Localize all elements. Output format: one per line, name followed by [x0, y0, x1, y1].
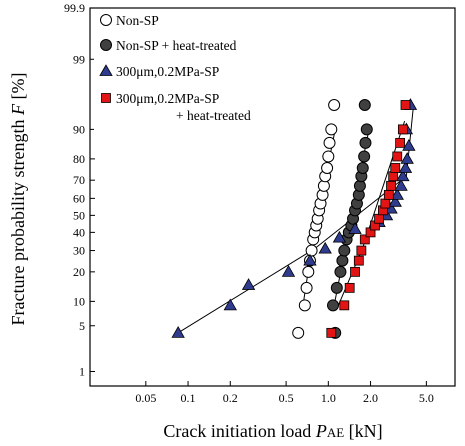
series-1-point-2	[298, 299, 311, 312]
series-2-point-3	[330, 281, 343, 294]
series-1-point-16	[321, 161, 334, 174]
series-4-point-17	[392, 151, 403, 162]
series-2-point-4	[334, 265, 347, 278]
series-2-point-20	[358, 98, 371, 111]
legend-label-4-cont: + heat-treated	[176, 108, 251, 123]
y-tick-label-1: 5	[79, 319, 85, 333]
series-2-point-6	[338, 244, 351, 257]
y-tick-label-11: 99	[73, 52, 85, 66]
series-4-point-2	[339, 300, 350, 311]
x-tick-label-2: 0.2	[223, 391, 238, 405]
series-4-point-14	[386, 180, 396, 191]
series-3-point-4	[281, 265, 296, 277]
series-4-point-13	[383, 189, 394, 200]
x-tick-label-6: 5.0	[419, 391, 434, 405]
legend-label-3: 300μm,0.2MPa-SP	[116, 64, 219, 79]
series-3-point-15	[396, 169, 410, 182]
series-1-point-3	[300, 281, 313, 294]
series-4-point-20	[400, 100, 411, 110]
y-axis-title: Fracture probability strength F [%]	[8, 73, 28, 326]
y-axis-ticks: 1 5 10 20 30 40 50 60 70 80 90 99 99.9	[64, 1, 95, 378]
series-3-point-16	[398, 161, 413, 173]
legend-label-4: 300μm,0.2MPa-SP	[116, 91, 219, 106]
y-tick-label-2: 10	[73, 294, 85, 308]
data-points	[171, 98, 418, 339]
x-tick-label-1: 0.1	[181, 391, 196, 405]
series-4-point-7	[359, 234, 370, 245]
series-2-point-19	[360, 123, 373, 136]
y-tick-label-6: 50	[73, 208, 85, 222]
legend-label-1: Non-SP	[116, 13, 159, 28]
legend: Non-SP Non-SP + heat-treated 300μm,0.2MPa-…	[99, 13, 251, 123]
x-tick-label-5: 2.0	[363, 391, 378, 405]
series-3-point-5	[303, 253, 317, 266]
series-1-point-4	[302, 265, 315, 278]
y-tick-label-9: 80	[73, 152, 85, 166]
y-tick-label-4: 30	[73, 244, 85, 258]
series-3-point-6	[318, 241, 332, 254]
series-3-point-12	[388, 195, 402, 207]
series-3-point-8	[348, 222, 362, 234]
y-tick-label-3: 20	[73, 265, 85, 279]
legend-marker-4	[101, 93, 111, 103]
series-4-point-6	[356, 245, 367, 256]
legend-box	[94, 9, 312, 141]
series-1-point-18	[323, 136, 336, 149]
series-2-point-17	[358, 150, 371, 163]
series-4-point-15	[388, 171, 399, 182]
series-3-point-3	[241, 278, 256, 290]
x-tick-label-0: 0.05	[135, 391, 156, 405]
series-2-point-16	[356, 161, 369, 174]
series-4-point-19	[397, 124, 408, 135]
y-tick-label-7: 60	[73, 191, 85, 205]
series-3-point-14	[394, 179, 408, 191]
legend-marker-1	[100, 14, 112, 26]
series-2-point-2	[327, 299, 340, 312]
series-1-point-19	[325, 123, 338, 136]
series-3-point-13	[390, 188, 404, 200]
x-axis-ticks: 0.05 0.1 0.2 0.5 1.0 2.0 5.0	[135, 381, 434, 405]
legend-marker-3	[99, 64, 113, 76]
series-1-point-20	[328, 98, 341, 111]
legend-label-2: Non-SP + heat-treated	[116, 38, 237, 53]
plot-frame	[89, 7, 456, 387]
series-4-point-5	[353, 255, 364, 266]
series-4-point-4	[350, 266, 360, 277]
y-tick-label-12: 99.9	[64, 1, 85, 15]
series-4-point-3	[344, 282, 355, 293]
y-tick-label-5: 40	[73, 225, 85, 239]
series-1-point-1	[292, 326, 305, 339]
x-axis-title: Crack initiation load PAE [kN]	[163, 421, 382, 441]
series-3-point-17	[400, 152, 414, 164]
series-1-point-17	[322, 150, 335, 163]
series-3-point-7	[332, 230, 347, 243]
legend-marker-2	[100, 39, 112, 51]
y-tick-label-10: 90	[73, 122, 85, 136]
series-3-point-2	[223, 298, 237, 311]
series-4-point-10	[374, 213, 384, 224]
x-tick-label-4: 1.0	[321, 391, 336, 405]
series-4-point-12	[380, 198, 391, 209]
series-3-point-18	[402, 139, 416, 151]
series-2-point-5	[336, 254, 349, 267]
series-2-point-18	[359, 136, 372, 149]
y-tick-label-8: 70	[73, 173, 85, 187]
series-4-point-1	[326, 327, 337, 338]
series-3-point-1	[171, 326, 185, 338]
y-tick-label-0: 1	[79, 364, 85, 378]
x-tick-label-3: 0.5	[279, 391, 294, 405]
series-4-point-18	[395, 137, 406, 148]
series-4-point-16	[390, 163, 401, 173]
series-1-point-6	[305, 244, 318, 257]
